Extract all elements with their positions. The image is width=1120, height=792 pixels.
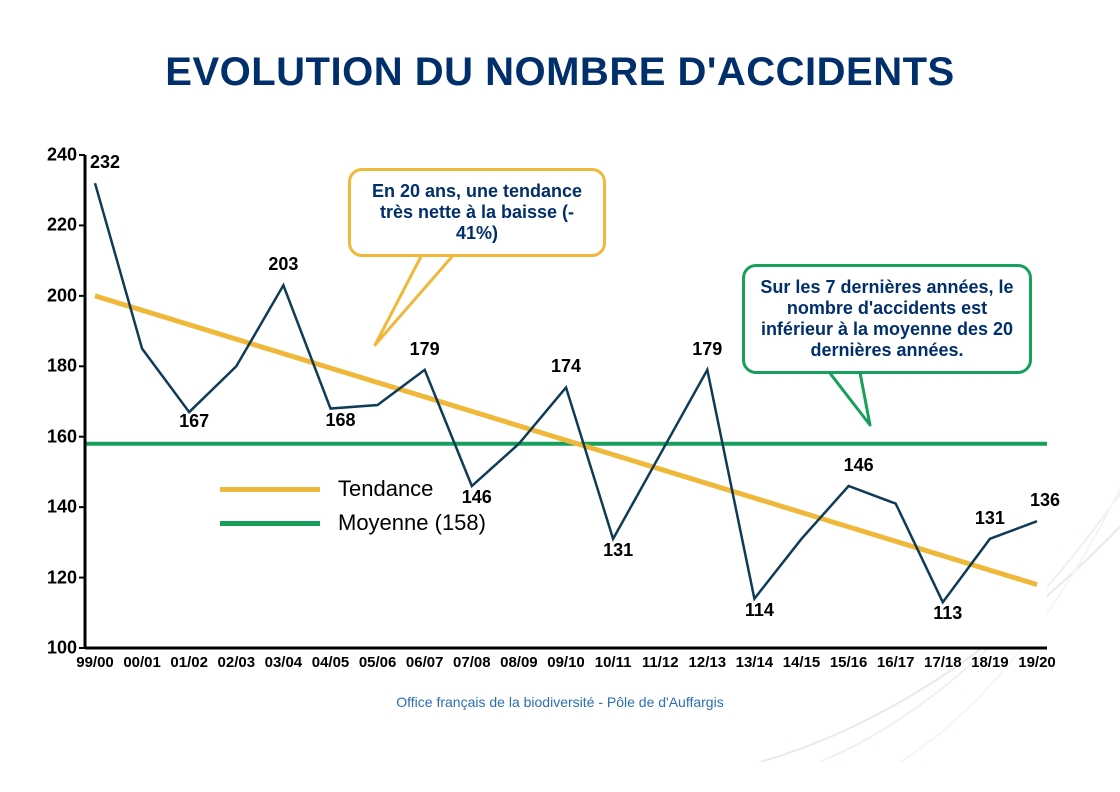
legend-label-trend: Tendance	[338, 476, 433, 502]
x-tick-label: 12/13	[689, 654, 727, 671]
x-tick-label: 13/14	[736, 654, 774, 671]
x-tick-label: 99/00	[76, 654, 114, 671]
x-tick-label: 01/02	[170, 654, 208, 671]
x-tick-label: 15/16	[830, 654, 868, 671]
y-tick-label: 140	[47, 497, 77, 518]
legend-label-mean: Moyenne (158)	[338, 510, 486, 536]
data-label: 232	[90, 152, 120, 173]
data-label: 174	[551, 356, 581, 377]
data-label: 179	[692, 339, 722, 360]
footer-credit: Office français de la biodiversité - Pôl…	[0, 694, 1120, 710]
page: EVOLUTION DU NOMBRE D'ACCIDENTS 100 120 14…	[0, 0, 1120, 792]
legend-swatch-trend	[220, 487, 320, 492]
x-tick-label: 19/20	[1018, 654, 1056, 671]
x-tick-label: 18/19	[971, 654, 1009, 671]
y-tick-label: 240	[47, 145, 77, 166]
legend-swatch-mean	[220, 521, 320, 526]
data-label: 136	[1030, 490, 1060, 511]
x-tick-label: 04/05	[312, 654, 350, 671]
y-tick-label: 200	[47, 285, 77, 306]
x-tick-label: 16/17	[877, 654, 915, 671]
mean-callout: Sur les 7 dernières années, le nombre d'…	[742, 264, 1032, 374]
x-tick-label: 00/01	[123, 654, 161, 671]
x-tick-label: 03/04	[265, 654, 303, 671]
data-label: 146	[844, 455, 874, 476]
y-tick-label: 120	[47, 567, 77, 588]
trend-callout: En 20 ans, une tendance très nette à la …	[348, 168, 606, 257]
x-tick-label: 17/18	[924, 654, 962, 671]
legend-item-mean: Moyenne (158)	[220, 506, 486, 540]
data-label: 168	[325, 410, 355, 431]
y-tick-label: 180	[47, 356, 77, 377]
data-label: 167	[179, 411, 209, 432]
x-tick-label: 10/11	[595, 654, 632, 671]
x-tick-label: 09/10	[547, 654, 585, 671]
legend-item-trend: Tendance	[220, 472, 486, 506]
data-label: 113	[933, 603, 962, 624]
x-tick-label: 14/15	[783, 654, 821, 671]
y-tick-label: 220	[47, 215, 77, 236]
x-tick-label: 02/03	[218, 654, 256, 671]
y-tick-label: 100	[47, 638, 77, 659]
x-tick-label: 05/06	[359, 654, 397, 671]
y-tick-label: 160	[47, 426, 77, 447]
legend: Tendance Moyenne (158)	[220, 472, 486, 540]
x-tick-label: 11/12	[642, 654, 679, 671]
data-label: 131	[603, 540, 633, 561]
data-label: 114	[745, 600, 774, 621]
data-label: 179	[410, 339, 440, 360]
x-tick-label: 06/07	[406, 654, 444, 671]
data-label: 131	[975, 508, 1005, 529]
x-tick-label: 08/09	[500, 654, 538, 671]
page-title: EVOLUTION DU NOMBRE D'ACCIDENTS	[0, 50, 1120, 95]
data-label: 203	[268, 254, 298, 275]
x-tick-label: 07/08	[453, 654, 491, 671]
